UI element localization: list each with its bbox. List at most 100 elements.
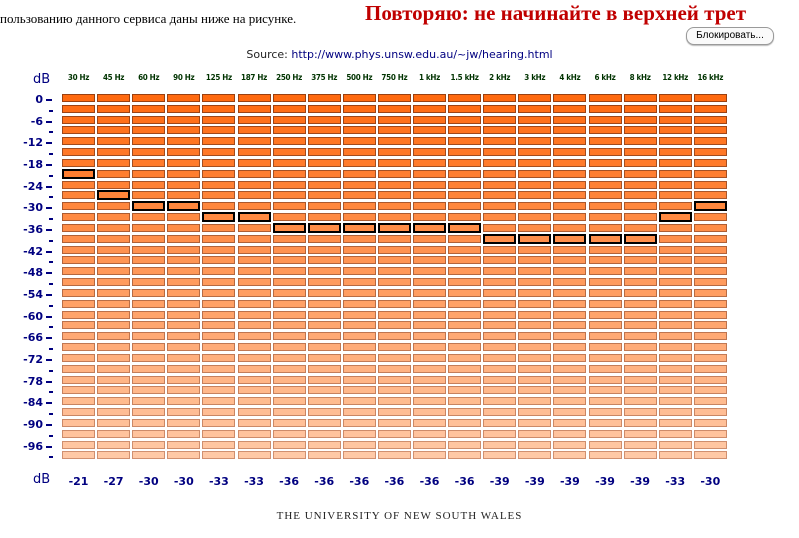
level-cell[interactable] (62, 353, 95, 362)
level-cell[interactable] (237, 223, 271, 232)
level-cell[interactable] (623, 137, 657, 146)
level-cell[interactable] (62, 191, 95, 200)
level-cell[interactable] (693, 234, 727, 243)
level-cell[interactable] (413, 245, 446, 254)
level-cell[interactable] (483, 126, 517, 135)
level-cell[interactable] (272, 408, 306, 417)
level-cell[interactable] (342, 440, 376, 449)
level-cell[interactable] (483, 418, 517, 427)
level-cell[interactable] (518, 364, 552, 373)
level-cell[interactable] (342, 364, 376, 373)
level-cell[interactable] (62, 256, 95, 265)
level-cell[interactable] (413, 418, 446, 427)
level-cell[interactable] (448, 343, 482, 352)
level-cell[interactable] (588, 137, 622, 146)
level-cell[interactable] (623, 191, 657, 200)
block-button[interactable]: Блокировать... (686, 27, 774, 45)
level-cell[interactable] (658, 126, 692, 135)
level-cell[interactable] (237, 321, 271, 330)
level-cell[interactable] (588, 440, 622, 449)
level-cell[interactable] (307, 321, 341, 330)
level-cell[interactable] (167, 299, 201, 308)
level-cell[interactable] (553, 353, 587, 362)
level-cell[interactable] (272, 418, 306, 427)
level-cell[interactable] (167, 310, 201, 319)
level-cell[interactable] (553, 278, 587, 287)
level-cell[interactable] (693, 418, 727, 427)
level-cell[interactable] (237, 191, 271, 200)
level-cell[interactable] (588, 288, 622, 297)
level-cell[interactable] (167, 321, 201, 330)
level-cell[interactable] (413, 343, 446, 352)
level-cell-selected[interactable] (693, 201, 727, 212)
level-cell[interactable] (202, 180, 236, 189)
level-cell[interactable] (623, 299, 657, 308)
level-cell[interactable] (448, 191, 482, 200)
level-cell[interactable] (518, 115, 552, 124)
level-cell[interactable] (62, 94, 95, 102)
level-cell[interactable] (413, 408, 446, 417)
level-cell[interactable] (413, 115, 446, 124)
level-cell[interactable] (237, 332, 271, 341)
level-cell[interactable] (518, 169, 552, 178)
level-cell[interactable] (588, 115, 622, 124)
level-cell[interactable] (623, 451, 657, 460)
level-cell[interactable] (377, 343, 411, 352)
level-cell[interactable] (307, 115, 341, 124)
level-cell[interactable] (237, 278, 271, 287)
level-cell[interactable] (623, 408, 657, 417)
level-cell[interactable] (413, 299, 446, 308)
level-cell[interactable] (377, 408, 411, 417)
level-cell[interactable] (342, 386, 376, 395)
level-cell[interactable] (448, 256, 482, 265)
level-cell[interactable] (658, 332, 692, 341)
level-cell[interactable] (518, 440, 552, 449)
level-cell[interactable] (413, 234, 446, 243)
level-cell[interactable] (658, 256, 692, 265)
level-cell[interactable] (483, 169, 517, 178)
level-cell[interactable] (693, 299, 727, 308)
level-cell[interactable] (132, 137, 166, 146)
level-cell[interactable] (307, 158, 341, 167)
level-cell[interactable] (553, 332, 587, 341)
level-cell[interactable] (342, 137, 376, 146)
level-cell[interactable] (97, 408, 131, 417)
level-cell[interactable] (448, 375, 482, 384)
level-cell[interactable] (342, 158, 376, 167)
level-cell[interactable] (202, 408, 236, 417)
level-cell[interactable] (237, 180, 271, 189)
level-cell[interactable] (237, 267, 271, 276)
level-cell[interactable] (658, 94, 692, 102)
level-cell[interactable] (97, 104, 131, 113)
level-cell[interactable] (658, 104, 692, 113)
level-cell[interactable] (658, 234, 692, 243)
level-cell[interactable] (483, 245, 517, 254)
level-cell[interactable] (693, 94, 727, 102)
level-cell[interactable] (342, 429, 376, 438)
level-cell[interactable] (377, 137, 411, 146)
level-cell[interactable] (377, 418, 411, 427)
level-cell[interactable] (658, 148, 692, 157)
level-cell[interactable] (272, 115, 306, 124)
level-cell[interactable] (693, 148, 727, 157)
level-cell[interactable] (553, 451, 587, 460)
level-cell[interactable] (272, 440, 306, 449)
level-cell[interactable] (413, 364, 446, 373)
level-cell[interactable] (553, 137, 587, 146)
level-cell[interactable] (448, 288, 482, 297)
level-cell[interactable] (623, 94, 657, 102)
level-cell[interactable] (448, 353, 482, 362)
level-cell[interactable] (167, 353, 201, 362)
level-cell[interactable] (623, 223, 657, 232)
level-cell[interactable] (97, 397, 131, 406)
level-cell[interactable] (518, 148, 552, 157)
level-cell[interactable] (237, 104, 271, 113)
level-cell[interactable] (518, 321, 552, 330)
level-cell[interactable] (693, 310, 727, 319)
level-cell[interactable] (62, 299, 95, 308)
level-cell-selected[interactable] (377, 222, 411, 233)
level-cell[interactable] (588, 223, 622, 232)
level-cell[interactable] (483, 223, 517, 232)
level-cell[interactable] (658, 386, 692, 395)
level-cell[interactable] (623, 310, 657, 319)
